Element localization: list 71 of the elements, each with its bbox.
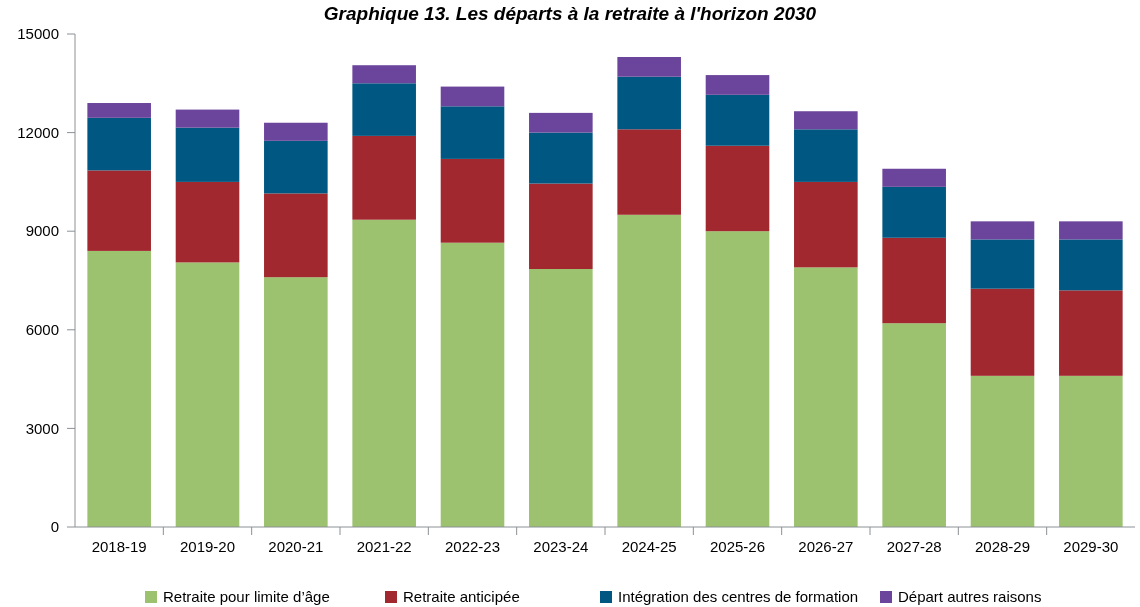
bar <box>175 262 240 527</box>
y-tick-label: 12000 <box>17 123 59 141</box>
bar <box>264 277 328 527</box>
bar <box>352 83 416 136</box>
bar <box>794 111 858 130</box>
x-tick-label: 2027-28 <box>886 538 942 555</box>
bar <box>705 94 770 146</box>
bar <box>352 135 416 220</box>
bar <box>970 375 1035 527</box>
bar <box>175 181 240 263</box>
bar <box>617 57 681 77</box>
x-tick-label: 2022-23 <box>444 538 501 555</box>
bar <box>175 109 240 128</box>
x-tick-label: 2026-27 <box>798 538 854 555</box>
bar <box>617 214 681 527</box>
x-tick-label: 2024-25 <box>621 538 677 555</box>
y-tick-label: 6000 <box>25 321 59 339</box>
bar <box>1059 221 1123 240</box>
bar <box>617 129 681 215</box>
bar <box>87 117 151 171</box>
bar <box>794 267 858 527</box>
y-tick-label: 0 <box>50 518 59 536</box>
x-tick-label: 2020-21 <box>268 538 324 555</box>
bar <box>264 193 328 278</box>
bar <box>882 237 946 324</box>
bar <box>440 106 505 159</box>
bar <box>705 145 770 232</box>
bar <box>87 250 151 527</box>
x-tick-label: 2021-22 <box>356 538 412 555</box>
bar <box>970 221 1035 240</box>
bar <box>1059 239 1123 291</box>
chart-title: Graphique 13. Les départs à la retraite à l'horizon 2030 <box>323 3 817 24</box>
x-tick-label: 2029-30 <box>1063 538 1119 555</box>
bar <box>87 103 151 118</box>
bar <box>440 158 505 243</box>
bar <box>882 186 946 238</box>
bar <box>617 76 681 130</box>
bar <box>705 231 770 527</box>
bar <box>352 219 416 527</box>
x-tick-label: 2025-26 <box>709 538 766 555</box>
bar <box>264 122 328 141</box>
bar <box>529 269 593 527</box>
bar <box>882 168 946 187</box>
legend-label: Départ autres raisons <box>898 588 1042 606</box>
bar <box>529 112 593 133</box>
legend-label: Retraite pour limite d’âge <box>163 588 330 606</box>
bar <box>440 86 505 107</box>
bar <box>529 183 593 269</box>
bar <box>970 288 1035 376</box>
bar <box>794 181 858 268</box>
y-tick-label: 9000 <box>25 222 59 240</box>
bar <box>794 129 858 182</box>
legend-label: Retraite anticipée <box>403 588 520 606</box>
bar <box>1059 375 1123 527</box>
bar <box>87 170 151 251</box>
bar <box>529 132 593 184</box>
y-tick-label: 3000 <box>25 419 59 437</box>
bar <box>264 140 328 194</box>
bar <box>352 65 416 84</box>
x-tick-label: 2018-19 <box>91 538 147 555</box>
y-tick-label: 15000 <box>17 25 59 43</box>
legend-label: Intégration des centres de formation <box>618 588 859 606</box>
bar <box>705 75 770 95</box>
x-tick-label: 2023-24 <box>533 538 589 555</box>
bar <box>1059 290 1123 376</box>
x-tick-label: 2028-29 <box>974 538 1031 555</box>
bar <box>970 239 1035 289</box>
bar <box>882 323 946 527</box>
bar <box>440 242 505 527</box>
x-tick-label: 2019-20 <box>179 538 236 555</box>
bar <box>175 127 240 182</box>
